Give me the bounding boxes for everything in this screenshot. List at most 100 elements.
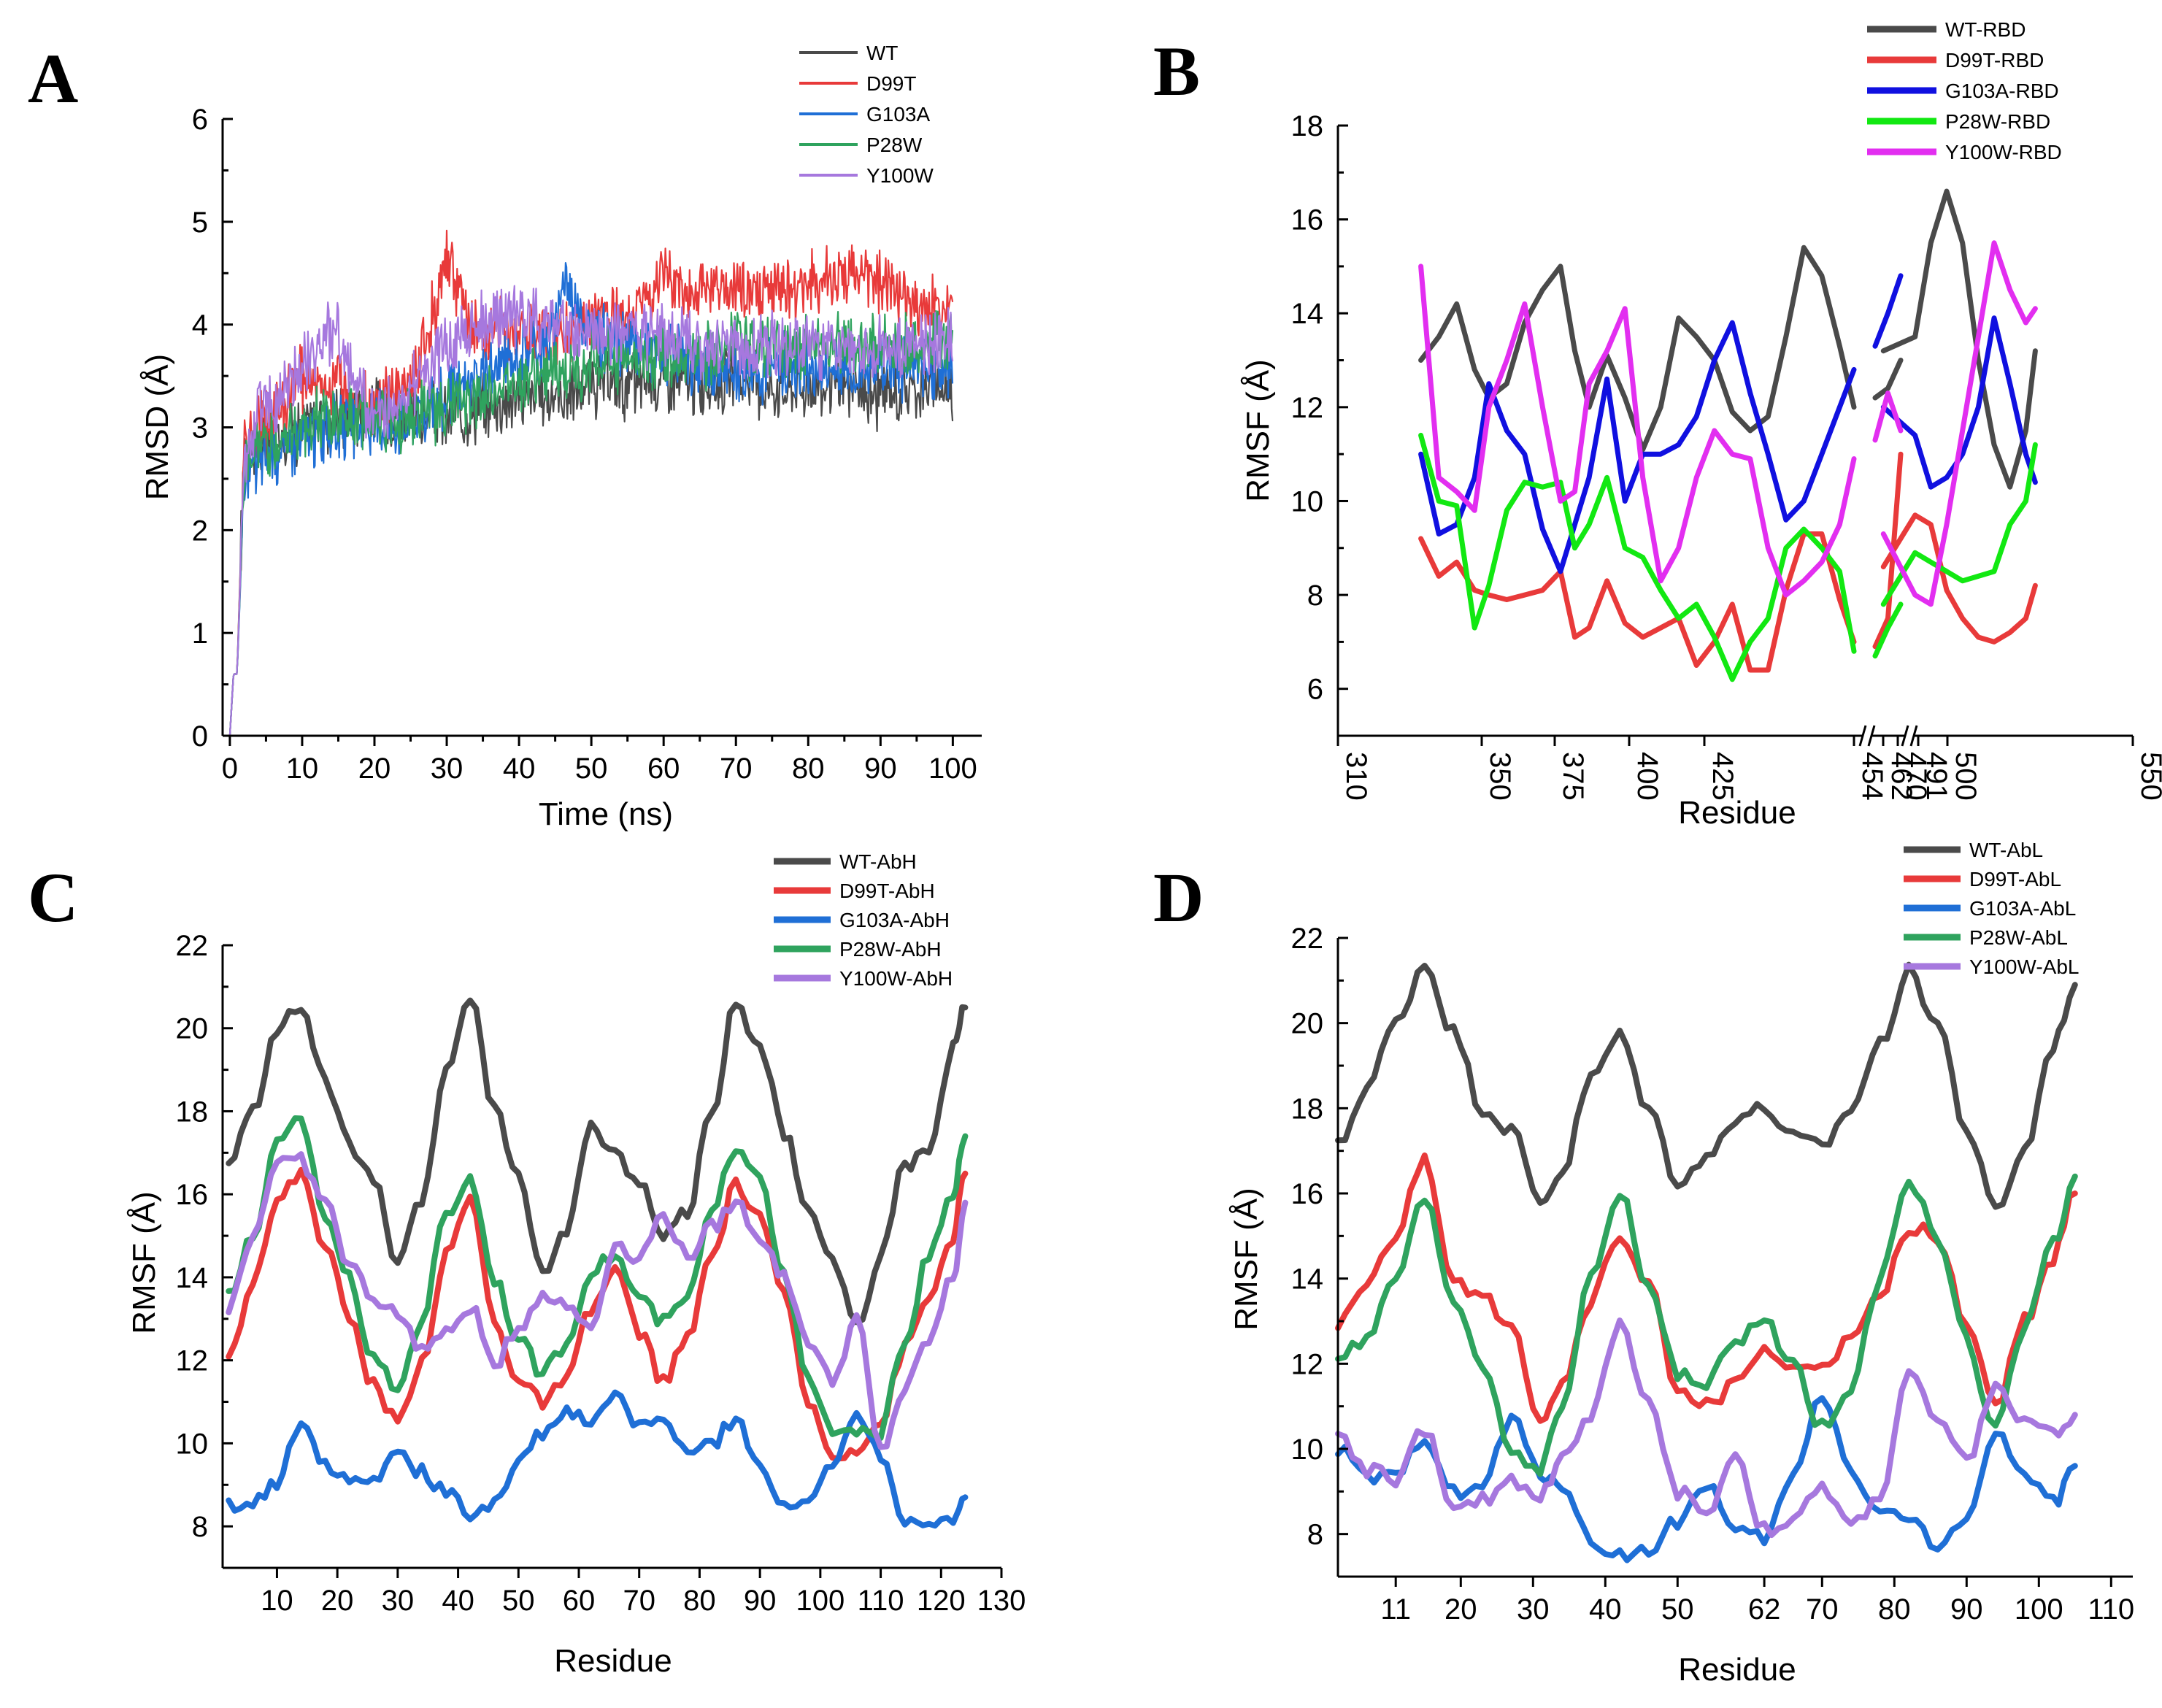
x-tick-label: 10 [261, 1585, 293, 1617]
x-tick-label: 130 [977, 1585, 1026, 1617]
x-tick-label: 80 [1878, 1593, 1911, 1626]
panel-b-series [1418, 188, 2038, 682]
series-line-g103a-rbd [1872, 273, 1904, 349]
x-tick-label: 50 [502, 1585, 535, 1617]
y-tick-label: 16 [1291, 1178, 1324, 1210]
x-tick-label: 90 [744, 1585, 777, 1617]
y-tick-label: 20 [176, 1013, 209, 1045]
panel-a-x-label: Time (ns) [539, 796, 673, 832]
x-tick-label: 30 [431, 753, 463, 785]
panel-b-y-label: RMSF (Å) [1240, 359, 1276, 502]
panel-a-series [228, 229, 954, 737]
y-tick-label: 20 [1291, 1008, 1324, 1040]
x-tick-label: 40 [1589, 1593, 1622, 1626]
panel-b-axis-break-marks [1858, 725, 1918, 747]
legend-label: WT [866, 42, 899, 64]
x-tick-label: 70 [720, 753, 753, 785]
series-line-y100w-rbd [1418, 263, 1857, 598]
y-tick-label: 12 [1291, 1348, 1324, 1380]
y-tick-label: 14 [1291, 298, 1324, 330]
series-line-d99t-rbd [1880, 512, 2038, 645]
legend-label: G103A-RBD [1945, 80, 2059, 102]
y-tick-label: 10 [1291, 1434, 1324, 1466]
series-line-p28w-rbd [1872, 601, 1904, 659]
y-tick-label: 10 [1291, 485, 1324, 518]
y-tick-label: 22 [1291, 923, 1324, 955]
x-tick-label: 90 [864, 753, 897, 785]
legend-label: D99T-RBD [1945, 49, 2044, 72]
panel-a-letter: A [28, 39, 78, 118]
series-line-y100w [228, 285, 954, 737]
x-tick-label: 462 [1885, 752, 1917, 801]
x-tick-label: 310 [1340, 752, 1372, 801]
y-tick-label: 14 [176, 1262, 209, 1294]
series-line-wt-rbd [1872, 358, 1904, 401]
legend-label: D99T-AbL [1969, 868, 2061, 890]
x-tick-label: 0 [222, 753, 238, 785]
legend-label: P28W-AbL [1969, 926, 2068, 949]
legend-label: WT-AbL [1969, 839, 2043, 861]
panel-c-legend: WT-AbH D99T-AbH G103A-AbH P28W-AbH Y100W-AbH [774, 850, 953, 990]
legend-label: D99T-AbH [839, 880, 935, 902]
y-tick-label: 18 [1291, 110, 1324, 142]
series-line-g103a-abh [226, 1389, 969, 1529]
x-tick-label: 20 [1444, 1593, 1477, 1626]
x-tick-label: 100 [2015, 1593, 2063, 1626]
panel-b-x-label: Residue [1678, 795, 1796, 831]
legend-label: WT-RBD [1945, 18, 2026, 41]
y-tick-label: 0 [192, 720, 208, 753]
x-tick-label: 110 [2088, 1593, 2134, 1626]
panel-b-letter: B [1153, 32, 1200, 110]
y-tick-label: 3 [192, 412, 208, 445]
x-tick-label: 350 [1484, 752, 1516, 801]
series-line-g103a-rbd [1880, 315, 2038, 490]
x-tick-label: 10 [286, 753, 319, 785]
panel-a-y-label: RMSD (Å) [139, 354, 175, 500]
legend-label: Y100W-AbH [839, 967, 953, 990]
x-tick-label: 70 [1806, 1593, 1839, 1626]
panel-c-x-label: Residue [554, 1643, 672, 1679]
x-tick-label: 70 [623, 1585, 655, 1617]
y-tick-label: 6 [1307, 674, 1323, 706]
x-tick-label: 40 [442, 1585, 474, 1617]
y-tick-label: 14 [1291, 1263, 1324, 1296]
x-tick-label: 470 [1900, 752, 1932, 801]
y-tick-label: 18 [1291, 1093, 1324, 1125]
y-tick-label: 8 [192, 1511, 208, 1543]
x-tick-label: 400 [1631, 752, 1663, 801]
x-tick-label: 60 [563, 1585, 596, 1617]
series-line-y100w-rbd [1880, 240, 2038, 607]
y-tick-label: 22 [176, 930, 209, 962]
series-line-g103a-rbd [1418, 320, 1857, 574]
series-line-g103a-abl [1335, 1395, 2078, 1563]
x-tick-label: 100 [928, 753, 977, 785]
axis-break-mark [1867, 725, 1876, 747]
axis-break-mark [1901, 725, 1909, 747]
panel-a-legend: WT D99T G103A P28W Y100W [799, 42, 934, 187]
x-tick-label: 62 [1748, 1593, 1781, 1626]
series-line-wt-rbd [1880, 188, 2038, 490]
x-tick-label: 50 [1661, 1593, 1694, 1626]
series-line-wt-abl [1335, 961, 2078, 1210]
x-tick-label: 550 [2135, 752, 2162, 801]
y-tick-label: 12 [1291, 392, 1324, 424]
x-tick-label: 80 [792, 753, 825, 785]
x-tick-label: 491 [1920, 752, 1953, 801]
panel-c: C 10 20 30 40 50 60 70 80 90 100 110 120 130 8 10 12 14… [28, 850, 1026, 1679]
x-tick-label: 30 [382, 1585, 415, 1617]
legend-label: Y100W-RBD [1945, 141, 2062, 164]
y-tick-label: 2 [192, 515, 208, 547]
x-tick-label: 20 [358, 753, 391, 785]
panel-d-series [1335, 961, 2078, 1563]
y-tick-label: 8 [1307, 580, 1323, 612]
axis-break-mark [1909, 725, 1918, 747]
legend-label: Y100W [866, 164, 934, 187]
panel-b-legend: WT-RBD D99T-RBD G103A-RBD P28W-RBD Y100W-RBD [1867, 18, 2062, 164]
y-tick-label: 4 [192, 309, 208, 342]
legend-label: G103A-AbL [1969, 897, 2076, 920]
series-line-p28w-rbd [1880, 442, 2038, 607]
x-tick-label: 425 [1707, 752, 1739, 801]
legend-label: WT-AbH [839, 850, 917, 873]
